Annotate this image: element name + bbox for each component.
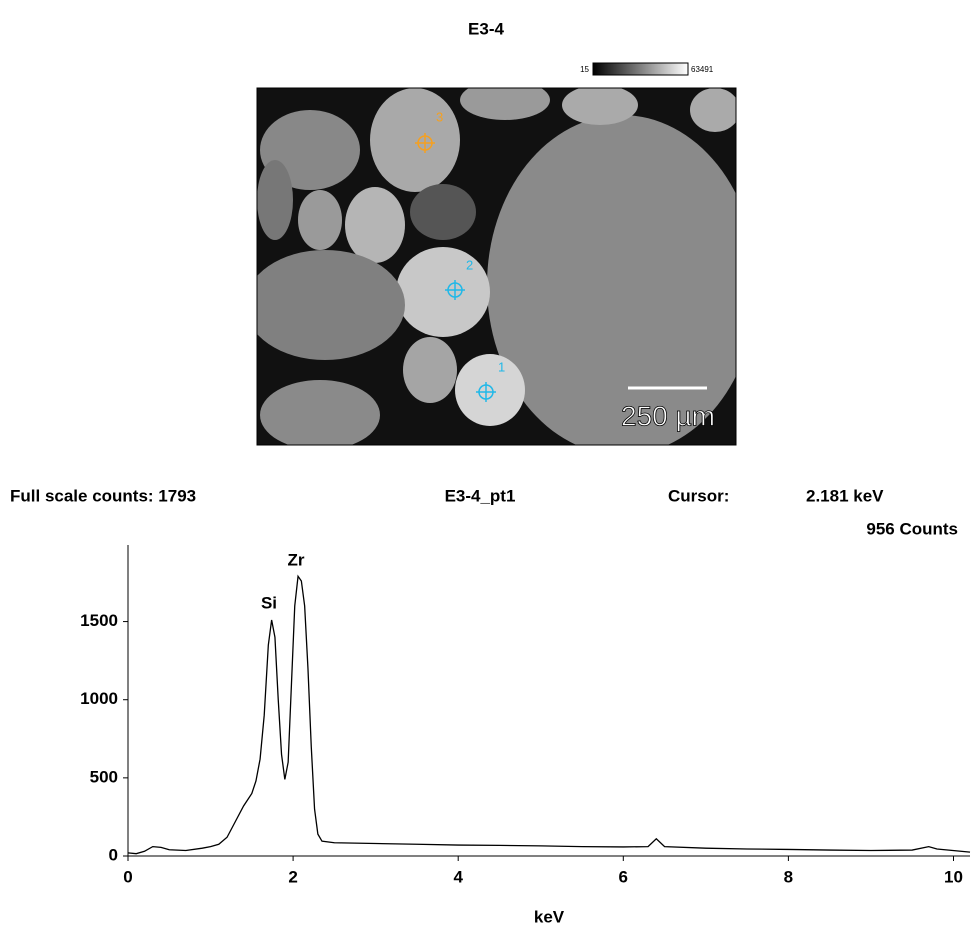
full-scale: Full scale counts: 1793 (10, 486, 196, 505)
scale-bar-label: 250 µm (621, 400, 715, 431)
point-label: 2 (466, 257, 473, 272)
peak-label: Si (261, 593, 277, 612)
y-tick-label: 0 (109, 845, 118, 864)
image-frame (256, 87, 737, 446)
y-tick-label: 1000 (80, 689, 118, 708)
colorbar-min: 15 (580, 65, 589, 74)
x-tick-label: 8 (784, 867, 793, 886)
colorbar-max: 63491 (691, 65, 714, 74)
plot: 0 500 1000 1500 0 2 4 6 8 10 (80, 545, 971, 886)
peak-label: Zr (288, 550, 305, 569)
x-tick-label: 0 (123, 867, 132, 886)
title: E3-4 (468, 19, 504, 38)
colorbar (592, 62, 689, 76)
x-tick-label: 10 (944, 867, 963, 886)
y-tick-label: 500 (90, 767, 118, 786)
point-label: 1 (498, 359, 505, 374)
spectrum-name: E3-4_pt1 (445, 486, 516, 505)
point-label: 3 (436, 109, 443, 124)
x-tick-label: 4 (453, 867, 463, 886)
cursor-energy: 2.181 keV (806, 486, 884, 505)
cursor-counts: 956 Counts (866, 519, 958, 538)
x-axis-label: keV (534, 907, 565, 926)
cursor-label: Cursor: (668, 486, 729, 505)
sem-image (257, 88, 736, 445)
x-tick-label: 6 (619, 867, 628, 886)
x-tick-label: 2 (288, 867, 297, 886)
y-tick-label: 1500 (80, 611, 118, 630)
spectrum-line (127, 574, 971, 855)
point-markers (415, 133, 496, 402)
